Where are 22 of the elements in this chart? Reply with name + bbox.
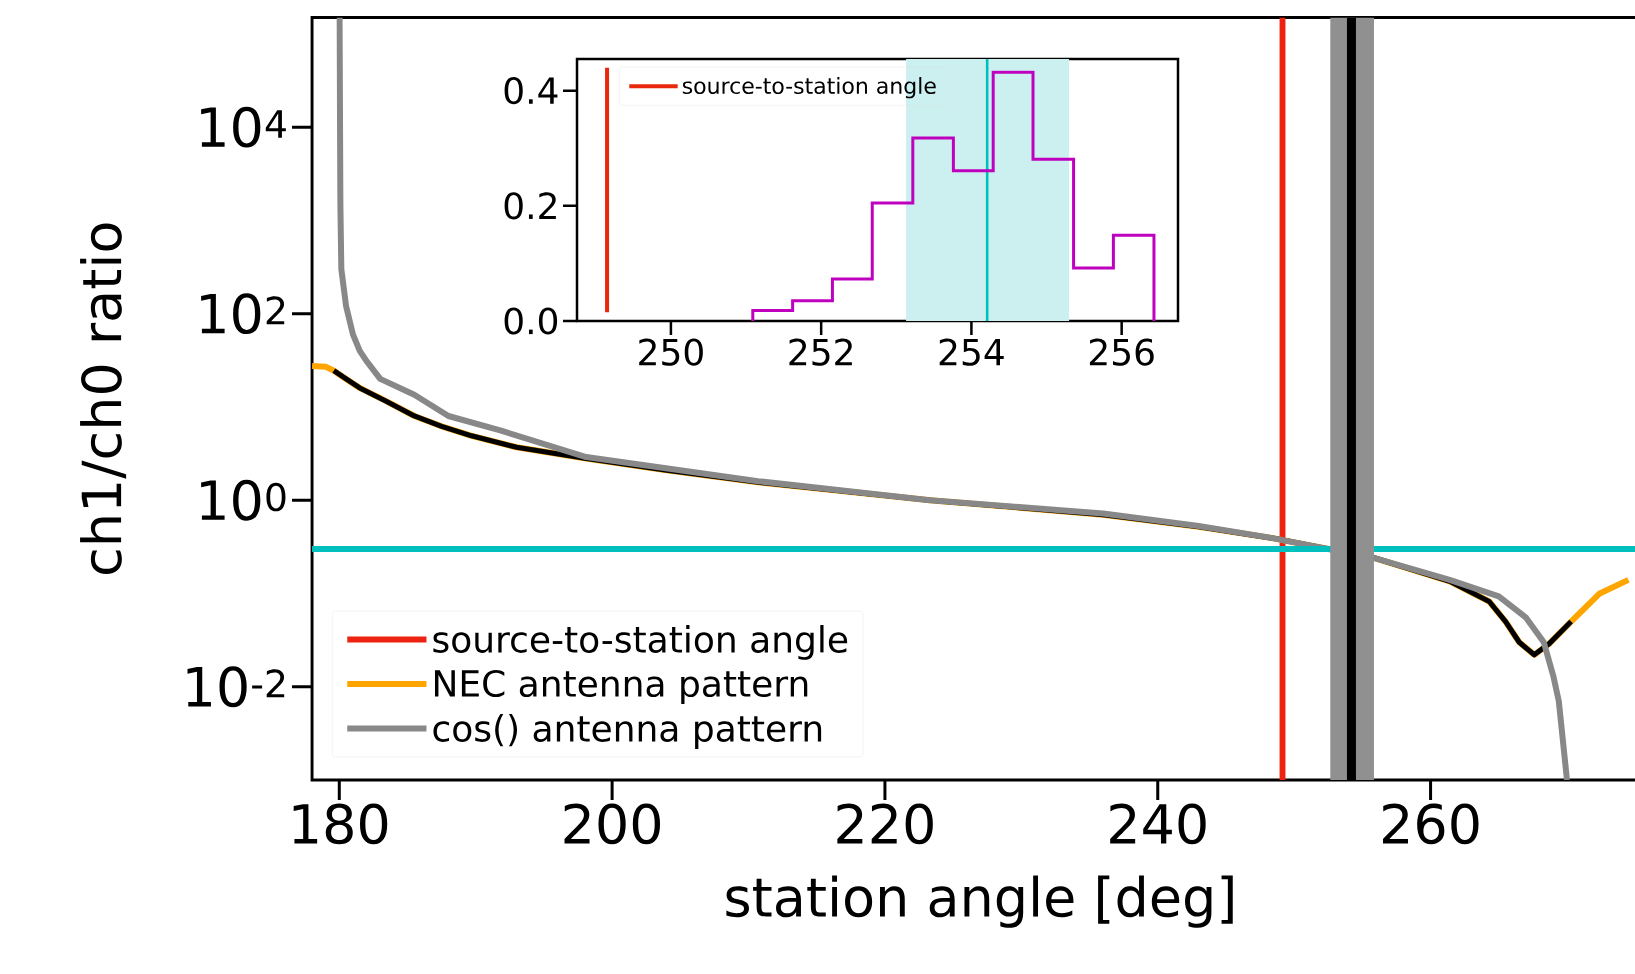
y-axis-title: ch1/ch0 ratio bbox=[80, 223, 127, 574]
legend-label: source-to-station angle bbox=[433, 625, 848, 660]
y-tick-label: 10$^{2}$ bbox=[201, 293, 285, 335]
x-tick-label: 180 bbox=[293, 803, 388, 845]
y-tick-label: 10$^{0}$ bbox=[201, 479, 286, 521]
x-tick-label: 250 bbox=[639, 338, 703, 366]
legend-label: NEC antenna pattern bbox=[434, 669, 808, 705]
x-tick-label: 240 bbox=[1110, 803, 1206, 845]
x-tick-label: 260 bbox=[1382, 803, 1479, 845]
x-tick-label: 200 bbox=[564, 803, 661, 845]
y-tick-label: 10$^{-2}$ bbox=[187, 666, 285, 708]
x-axis-title: station angle [deg] bbox=[726, 875, 1233, 928]
x-tick-label: 254 bbox=[939, 338, 1004, 366]
x-tick-label: 252 bbox=[789, 338, 852, 366]
x-tick-label: 220 bbox=[837, 803, 933, 845]
legend-label: source-to-station angle bbox=[682, 77, 936, 99]
y-tick-label: 0.2 bbox=[504, 192, 556, 220]
y-tick-label: 0.0 bbox=[504, 307, 558, 335]
y-tick-label: 0.4 bbox=[504, 77, 558, 105]
legend-label: cos() antenna pattern bbox=[433, 714, 822, 749]
y-tick-label: 10$^{4}$ bbox=[201, 106, 286, 148]
x-tick-label: 256 bbox=[1089, 338, 1154, 366]
